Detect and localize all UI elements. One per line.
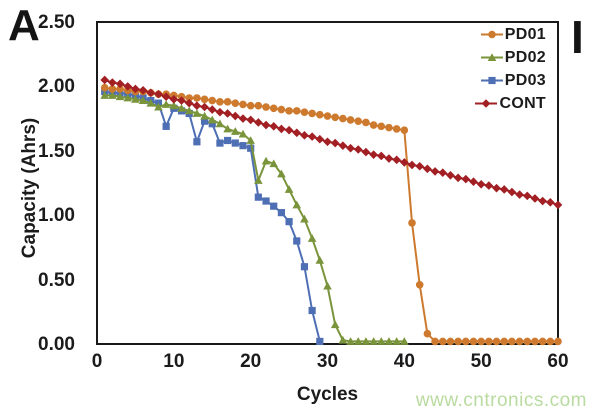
- y-tick-label: 0.00: [38, 334, 75, 355]
- x-tick-label: 0: [91, 351, 103, 372]
- legend-item-pd02: PD02: [474, 46, 546, 69]
- x-tick-label: 20: [240, 351, 262, 372]
- x-tick-label: 50: [470, 351, 492, 372]
- x-axis-title: Cycles: [296, 384, 359, 405]
- panel-letter-label: A: [8, 1, 40, 50]
- y-tick-label: 2.50: [38, 12, 75, 33]
- watermark: www.cntronics.com: [415, 390, 587, 411]
- series-CONT: [100, 75, 563, 210]
- x-tick-label: 40: [393, 351, 415, 372]
- x-tick-label: 30: [316, 351, 339, 372]
- legend-item-pd03: PD03: [474, 69, 546, 92]
- triangle-marker-icon: [480, 53, 503, 61]
- legend-label: PD03: [504, 71, 546, 89]
- y-axis-title: Capacity (Ahrs): [19, 117, 40, 259]
- series-PD03: [101, 87, 324, 346]
- y-tick-label: 1.50: [38, 140, 75, 162]
- x-tick-label: 60: [547, 351, 569, 372]
- y-tick-label: 2.00: [38, 76, 75, 98]
- legend-item-cont: CONT: [474, 92, 546, 115]
- series-PD02: [100, 91, 409, 345]
- legend-label: PD01: [504, 25, 546, 43]
- circle-marker-icon: [480, 30, 503, 39]
- legend: PD01 PD02 PD03 CONT: [474, 23, 546, 115]
- legend-label: CONT: [499, 94, 546, 112]
- x-tick-label: 10: [163, 351, 185, 372]
- cropped-letter-i: I: [571, 11, 584, 63]
- legend-label: PD02: [504, 48, 546, 66]
- square-marker-icon: [480, 76, 503, 85]
- y-tick-label: 0.50: [38, 269, 75, 291]
- diamond-marker-icon: [475, 99, 498, 108]
- series-PD01: [100, 83, 562, 346]
- legend-item-pd01: PD01: [474, 23, 546, 46]
- plot-border: [96, 21, 559, 345]
- y-tick-label: 1.00: [38, 205, 75, 227]
